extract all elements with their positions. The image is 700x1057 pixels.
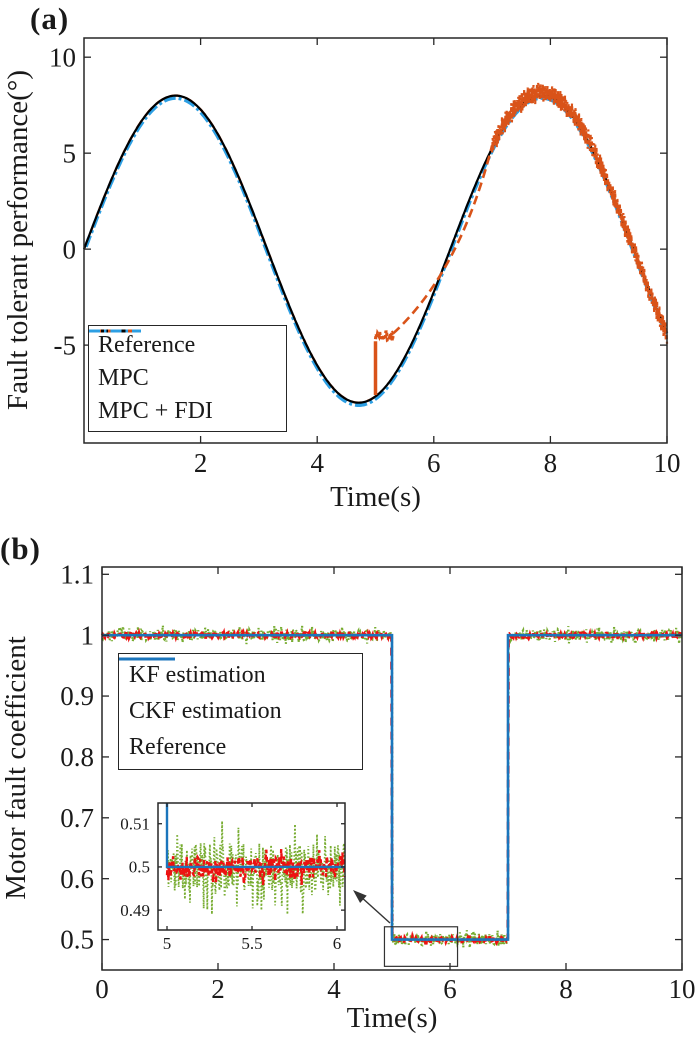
panel-b-y-tick-label: 0.7: [60, 803, 94, 833]
panel-a-x-tick-label: 2: [194, 448, 208, 478]
panel-a-legend: Reference MPC MPC + FDI: [88, 325, 287, 432]
panel-a-x-axis-title: Time(s): [330, 481, 421, 513]
inset-y-tick-label: 0.49: [120, 901, 150, 920]
zoom-arrow-head: [353, 890, 367, 903]
panel-a-y-tick-label: 5: [63, 138, 77, 168]
panel-b-x-axis-title: Time(s): [346, 1002, 438, 1034]
legend-item-mpc-fdi: MPC + FDI: [89, 329, 284, 425]
zoom-arrow-line: [359, 895, 391, 924]
panel-a-x-tick-label: 8: [544, 448, 558, 478]
inset-reference-curve: [165, 803, 345, 869]
panel-b-x-tick-label: 2: [211, 974, 225, 1004]
reference-b-line-sample: [119, 657, 175, 661]
panel-a-x-tick-label: 10: [654, 448, 681, 478]
legend-label: MPC: [98, 365, 149, 391]
panel-a-frame: [83, 37, 668, 444]
legend-item-kf: KF estimation: [119, 657, 360, 689]
panel-a-label: (a): [30, 1, 70, 36]
panel-b-x-tick-label: 6: [443, 974, 457, 1004]
inset-y-tick-label: 0.51: [120, 815, 150, 834]
panel-a-x-tick-label: 6: [427, 448, 441, 478]
panel-b-legend: KF estimation CKF estimation Reference: [118, 653, 363, 770]
legend-label: Reference: [129, 733, 227, 760]
legend-label: CKF estimation: [129, 697, 282, 724]
panel-b-y-tick-label: 0.5: [60, 925, 94, 955]
panel-a-y-tick-label: 0: [63, 234, 77, 264]
panel-a-y-tick-label: -5: [54, 330, 77, 360]
panel-b-y-tick-label: 0.9: [60, 681, 94, 711]
legend-label: MPC + FDI: [98, 398, 213, 424]
panel-b-label: (b): [0, 531, 41, 566]
inset-kf-curve: [166, 821, 346, 915]
panel-b-x-tick-label: 0: [95, 974, 109, 1004]
legend-item-reference: Reference: [89, 329, 284, 359]
panel-b-x-tick-label: 10: [669, 974, 696, 1004]
panel-b-y-tick-label: 0.8: [60, 742, 94, 772]
panel-a-y-axis-title: Fault tolerant performance(°): [2, 69, 34, 411]
panel-b-y-axis-title: Motor fault coefficient: [0, 636, 32, 900]
inset-x-tick-label: 6: [333, 934, 342, 953]
inset-y-tick-label: 0.5: [129, 858, 150, 877]
mpc-noisy-band: [491, 82, 669, 344]
reference-step-curve: [102, 633, 682, 941]
legend-item-reference-b: Reference: [119, 657, 360, 761]
panel-b-x-tick-label: 4: [327, 974, 341, 1004]
inset-x-tick-label: 5.5: [241, 934, 262, 953]
legend-item-mpc: MPC: [89, 329, 284, 392]
mpc-fault-plateau: [373, 328, 395, 345]
panel-b-y-tick-label: 1: [81, 620, 95, 650]
legend-label: Reference: [98, 332, 196, 358]
panel-b-y-tick-label: 0.6: [60, 864, 94, 894]
mpc-recovery-ramp: [392, 145, 494, 335]
zoom-region-rect: [383, 926, 459, 967]
panel-b-frame: [101, 566, 683, 971]
legend-label: KF estimation: [129, 662, 266, 689]
inset-ckf-curve: [165, 848, 346, 886]
panel-b-y-tick-label: 1.1: [60, 559, 94, 589]
inset-x-tick-label: 5: [163, 934, 172, 953]
panel-a-x-tick-label: 4: [310, 448, 324, 478]
mpc-fdi-line-sample: [89, 329, 141, 333]
panel-a-y-tick-label: 10: [49, 42, 76, 72]
panel-b-x-tick-label: 8: [559, 974, 573, 1004]
legend-item-ckf: CKF estimation: [119, 657, 360, 725]
